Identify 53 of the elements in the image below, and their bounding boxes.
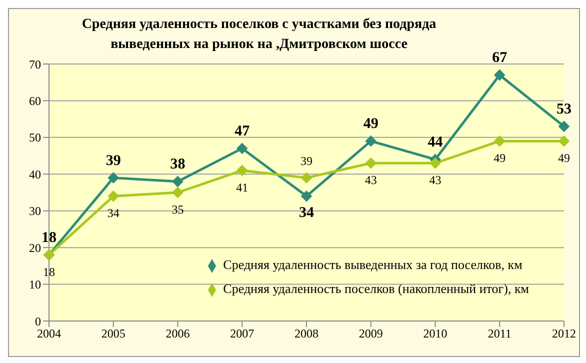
data-label: 44 <box>428 134 444 150</box>
point <box>494 70 506 81</box>
data-label: 43 <box>429 173 442 188</box>
y-tick-label: 60 <box>29 94 41 108</box>
y-tick-label: 20 <box>29 240 41 255</box>
legend-label: Средняя удаленность выведенных за год поселков, км <box>223 257 522 272</box>
chart-title: Средняя удаленность поселков с участками без подряда выведенных на рынок на ,Дмитровском шоссе <box>80 16 438 52</box>
x-tick-label: 2011 <box>488 326 512 341</box>
point <box>301 172 312 184</box>
x-tick-label: 2005 <box>101 326 126 341</box>
x-tick-label: 2009 <box>358 326 383 341</box>
data-label: 43 <box>364 173 377 188</box>
y-tick-label: 10 <box>29 278 41 292</box>
x-tick-label: 2012 <box>552 326 576 341</box>
y-tick-label: 70 <box>29 57 41 72</box>
data-label: 18 <box>43 264 55 279</box>
point <box>108 190 119 202</box>
point <box>558 120 570 132</box>
point <box>172 176 184 187</box>
y-tick-label: 40 <box>29 167 41 182</box>
point <box>108 172 119 184</box>
point <box>236 142 248 154</box>
point <box>494 136 506 147</box>
x-tick-label: 2007 <box>230 326 254 341</box>
x-tick-label: 2004 <box>37 326 61 341</box>
data-label: 53 <box>556 101 572 118</box>
data-label: 39 <box>106 152 121 169</box>
data-label: 34 <box>107 206 120 220</box>
data-label: 34 <box>299 205 314 222</box>
x-tick-label: 2006 <box>166 326 190 341</box>
legend-label: Средняя удаленность поселков (накопленный итог), км <box>223 281 529 296</box>
data-label: 39 <box>300 154 312 168</box>
point <box>301 190 312 202</box>
data-label: 41 <box>236 180 248 194</box>
x-tick-label: 2008 <box>294 326 318 341</box>
y-tick-label: 0 <box>35 314 41 328</box>
y-tick-label: 50 <box>29 130 41 145</box>
point <box>430 158 441 169</box>
point <box>365 158 376 169</box>
point <box>236 164 248 176</box>
data-label: 49 <box>558 151 570 166</box>
data-label: 38 <box>170 156 186 172</box>
data-label: 49 <box>494 151 506 166</box>
data-label: 49 <box>363 116 378 132</box>
point <box>558 136 570 147</box>
data-label: 47 <box>234 123 250 140</box>
point <box>172 187 184 198</box>
point <box>365 136 376 147</box>
x-tick-label: 2010 <box>423 326 448 341</box>
y-tick-label: 30 <box>29 204 41 218</box>
data-label: 35 <box>172 202 184 216</box>
data-label: 18 <box>42 230 56 246</box>
data-label: 67 <box>492 50 508 66</box>
